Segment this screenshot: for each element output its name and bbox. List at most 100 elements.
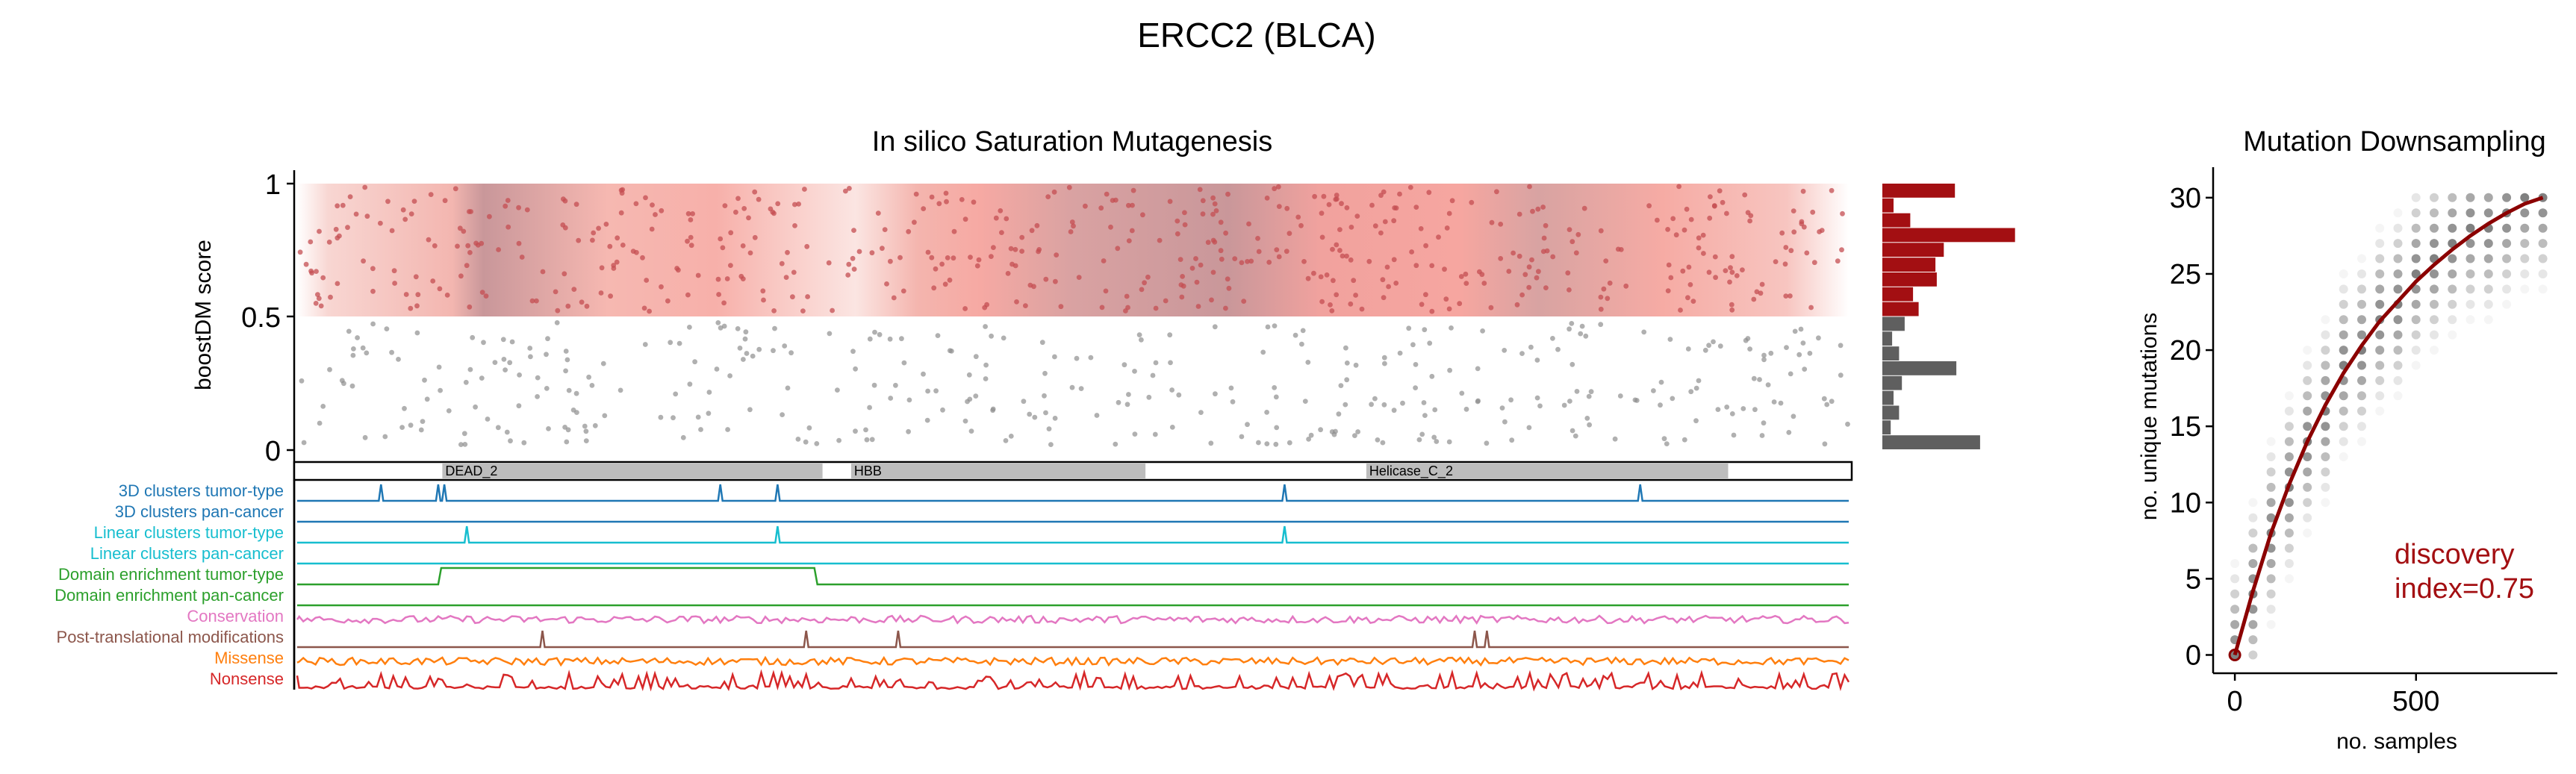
passenger-point <box>528 354 533 360</box>
driver-point <box>1083 203 1088 209</box>
downsample-point <box>2430 284 2439 294</box>
passenger-point <box>1228 385 1234 391</box>
driver-point <box>1713 275 1719 281</box>
passenger-point <box>1578 331 1584 337</box>
driver-point <box>426 237 432 243</box>
driver-point <box>942 281 948 287</box>
passenger-point <box>1274 425 1280 431</box>
domain-rect <box>850 464 1146 478</box>
passenger-point <box>1230 399 1236 405</box>
driver-point <box>1688 216 1694 222</box>
passenger-point <box>806 425 812 431</box>
passenger-point <box>1463 406 1469 412</box>
domain-rect <box>1366 464 1729 478</box>
ytick-0-5: 0.5 <box>241 302 294 334</box>
driver-point <box>455 243 460 249</box>
driver-point <box>943 190 949 196</box>
driver-point <box>1205 240 1211 246</box>
passenger-point <box>384 326 390 331</box>
downsample-point <box>2448 223 2457 233</box>
driver-point <box>1729 269 1735 275</box>
driver-point <box>1381 295 1387 301</box>
driver-point <box>653 212 658 217</box>
driver-point <box>1605 296 1611 302</box>
driver-point <box>411 199 417 204</box>
driver-point <box>690 211 695 216</box>
passenger-point <box>301 440 307 446</box>
driver-point <box>1598 294 1604 300</box>
driver-point <box>1665 288 1671 293</box>
passenger-point <box>446 408 452 413</box>
downsample-point <box>2266 452 2276 461</box>
downsample-point <box>2448 330 2457 340</box>
track-label: 3D clusters pan-cancer <box>115 502 284 521</box>
driver-point <box>534 298 539 304</box>
driver-point <box>962 306 968 311</box>
passenger-point <box>1308 432 1314 438</box>
passenger-point <box>973 393 979 399</box>
driver-point <box>1225 191 1231 197</box>
driver-point <box>722 203 728 208</box>
downsample-point <box>2483 315 2493 325</box>
driver-point <box>1298 222 1304 228</box>
passenger-point <box>1318 427 1323 433</box>
annotation-line-1: discovery <box>2395 539 2515 570</box>
driver-point <box>1481 281 1487 286</box>
driver-point <box>561 271 567 277</box>
driver-point <box>968 255 973 260</box>
driver-point <box>1494 189 1499 195</box>
passenger-point <box>1152 431 1158 437</box>
driver-point <box>659 207 665 213</box>
driver-point <box>1245 259 1250 264</box>
driver-point <box>770 209 776 215</box>
passenger-point <box>1421 400 1427 405</box>
driver-point <box>1324 272 1330 278</box>
driver-point <box>649 226 655 232</box>
passenger-point <box>1208 440 1214 446</box>
driver-point <box>851 266 857 272</box>
driver-point <box>1623 283 1629 289</box>
passenger-point <box>1598 322 1604 328</box>
hist-passenger-bar <box>1882 435 1980 449</box>
track-conservation: Conservation <box>187 607 1849 625</box>
driver-point <box>1276 254 1282 260</box>
driver-point <box>1058 304 1064 310</box>
passenger-point <box>888 396 894 401</box>
driver-point <box>931 285 937 291</box>
driver-point <box>1463 271 1469 277</box>
driver-point <box>1680 268 1686 274</box>
downsample-point <box>2339 437 2348 446</box>
downsample-point <box>2465 208 2475 218</box>
driver-point <box>993 215 999 221</box>
passenger-point <box>481 340 486 346</box>
passenger-point <box>1583 333 1589 339</box>
downsample-point <box>2357 391 2366 401</box>
passenger-point <box>1375 437 1381 443</box>
driver-point <box>900 288 906 294</box>
downsampling-xlabel: no. samples <box>2336 729 2457 754</box>
downsample-point <box>2465 193 2475 202</box>
downsample-point <box>2321 422 2330 431</box>
driver-point <box>974 263 980 269</box>
domain-bar: DEAD_2 HBB Helicase_C_2 <box>293 461 1853 481</box>
passenger-point <box>1088 355 1094 361</box>
downsample-point <box>2375 330 2385 340</box>
driver-point <box>1603 258 1609 263</box>
driver-point <box>721 300 727 306</box>
downsample-point <box>2430 223 2439 233</box>
driver-point <box>1167 199 1173 205</box>
downsample-point <box>2483 239 2493 249</box>
track-line <box>296 614 1849 625</box>
driver-point <box>1108 224 1113 230</box>
driver-point <box>869 250 875 256</box>
driver-point <box>479 290 485 295</box>
driver-point <box>1126 238 1132 243</box>
driver-point <box>945 255 951 260</box>
passenger-point <box>503 367 508 372</box>
driver-point <box>775 201 781 207</box>
downsample-point <box>2266 467 2276 477</box>
downsample-point <box>2284 574 2294 584</box>
passenger-point <box>1272 385 1278 390</box>
driver-point <box>633 201 639 207</box>
driver-point <box>1506 269 1512 274</box>
